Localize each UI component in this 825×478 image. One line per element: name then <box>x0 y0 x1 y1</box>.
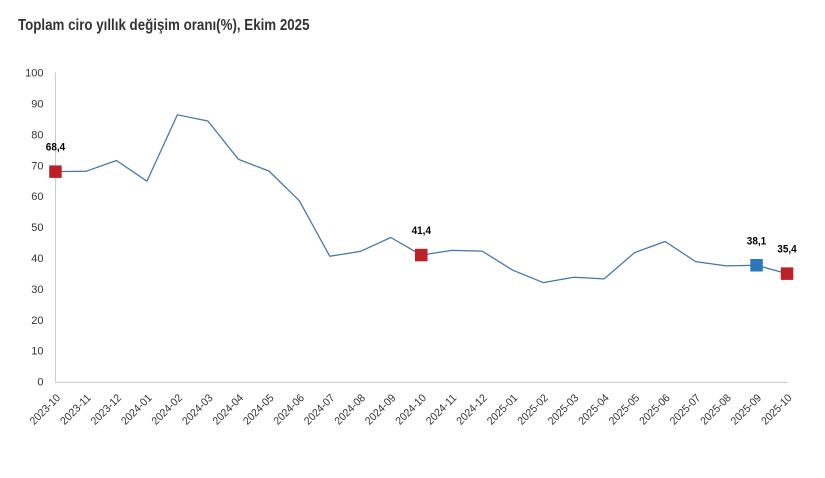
svg-text:38,1: 38,1 <box>747 235 766 247</box>
svg-text:35,4: 35,4 <box>777 244 797 256</box>
svg-text:100: 100 <box>25 68 43 80</box>
svg-text:70: 70 <box>31 160 43 172</box>
svg-text:10: 10 <box>31 346 43 358</box>
svg-text:20: 20 <box>31 315 43 327</box>
svg-text:90: 90 <box>31 99 43 111</box>
svg-text:50: 50 <box>31 222 43 234</box>
svg-text:80: 80 <box>31 129 43 141</box>
svg-text:41,4: 41,4 <box>412 225 432 237</box>
svg-text:68,4: 68,4 <box>46 142 66 154</box>
svg-text:40: 40 <box>31 253 43 265</box>
svg-text:0: 0 <box>37 377 43 389</box>
svg-text:60: 60 <box>31 191 43 203</box>
svg-text:Toplam ciro yıllık değişim ora: Toplam ciro yıllık değişim oranı(%), Eki… <box>18 17 310 34</box>
svg-text:30: 30 <box>31 284 43 296</box>
